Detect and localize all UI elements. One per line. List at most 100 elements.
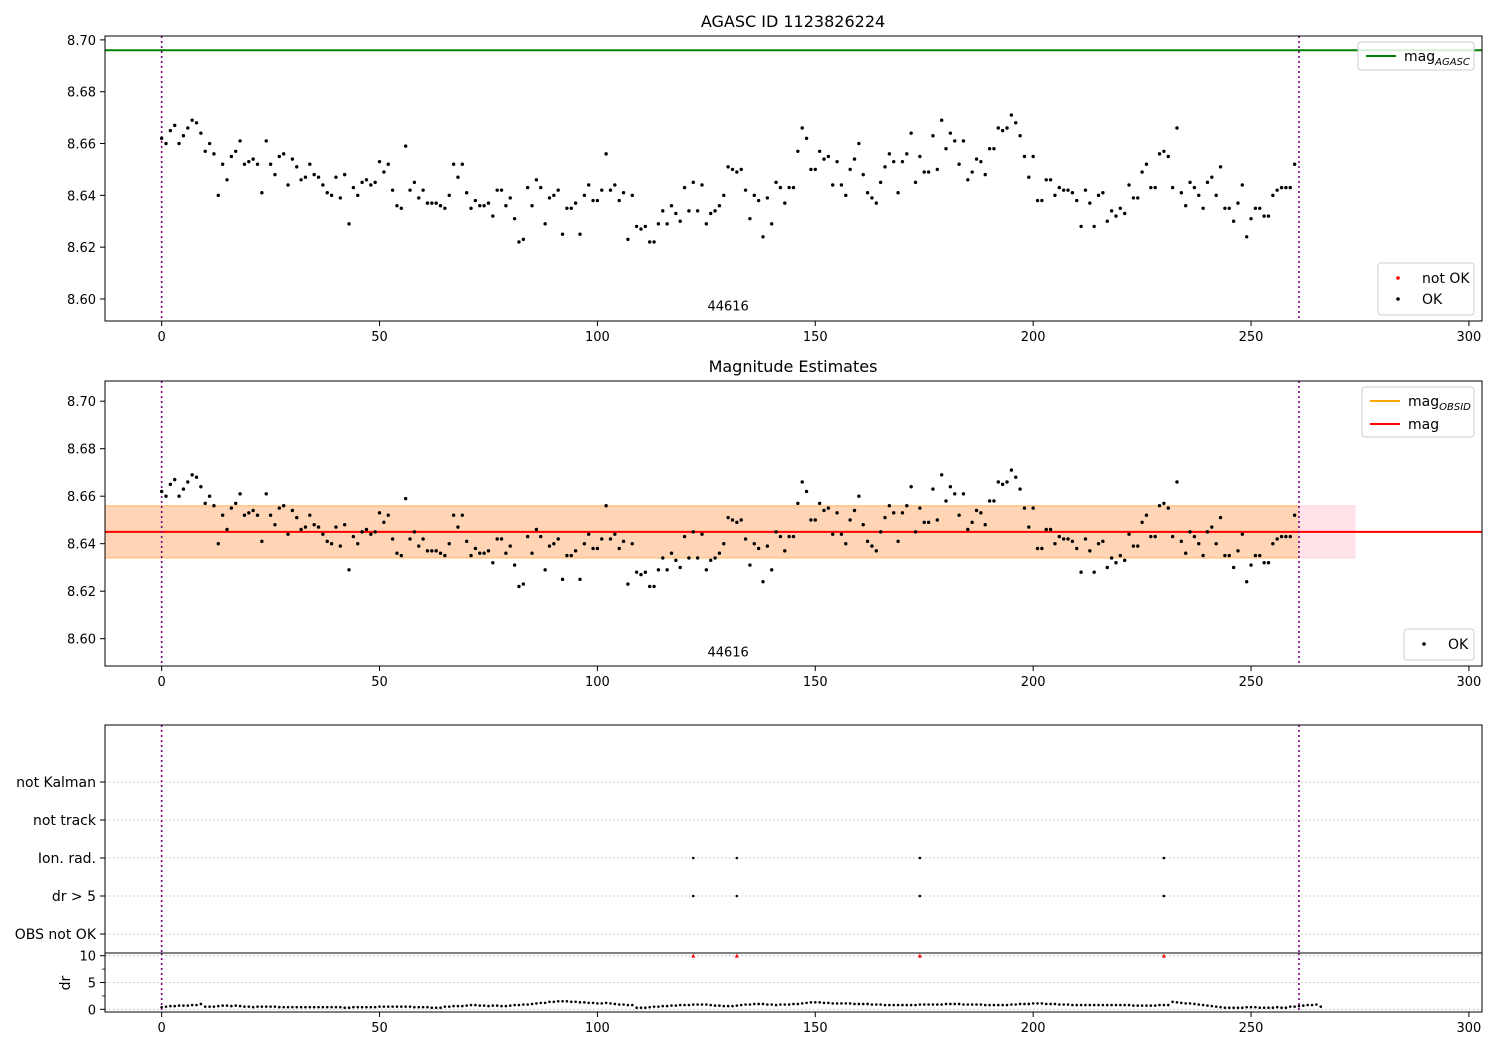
ok-point	[687, 556, 691, 560]
dr-point	[709, 1003, 713, 1007]
dr-point	[840, 1002, 843, 1005]
ok-point	[1266, 214, 1271, 218]
ok-point	[939, 473, 944, 477]
ok-point	[1083, 537, 1088, 541]
ok-point	[308, 162, 312, 166]
flag-point	[691, 856, 695, 860]
ok-point	[634, 570, 639, 574]
dr-point	[696, 1003, 699, 1006]
ok-point	[953, 492, 957, 496]
ok-point	[831, 183, 835, 187]
dr-point	[386, 1005, 390, 1008]
ok-point	[765, 544, 770, 548]
dr-point	[731, 1004, 734, 1008]
ok-point	[525, 534, 530, 539]
ok-point	[1266, 560, 1271, 565]
legend-label-base: mag	[1408, 417, 1439, 433]
dr-point	[304, 1005, 307, 1009]
ok-point	[220, 513, 225, 517]
ok-point	[1214, 541, 1218, 546]
dr-point	[787, 1003, 791, 1006]
dr-point	[835, 1002, 839, 1005]
ok-point	[334, 175, 338, 179]
dr-point	[687, 1003, 691, 1007]
ok-point	[290, 157, 295, 161]
ok-point	[796, 149, 800, 153]
ok-point	[1035, 546, 1040, 551]
ok-point	[1114, 214, 1118, 218]
ok-point	[512, 216, 517, 221]
ok-point	[1179, 191, 1184, 195]
dr-point	[452, 1004, 455, 1008]
ok-point	[386, 513, 390, 517]
ok-point	[242, 162, 247, 166]
dr-point	[1214, 1005, 1218, 1008]
dr-point	[430, 1006, 434, 1010]
dr-point	[203, 1005, 207, 1008]
ok-point	[1092, 570, 1096, 574]
dr-clipped-marker	[1161, 953, 1166, 958]
ok-point	[730, 518, 735, 522]
y-tick-label: 8.70	[67, 34, 96, 49]
ok-point	[1244, 579, 1249, 584]
dr-point	[1018, 1002, 1022, 1006]
ok-point	[286, 532, 290, 536]
y-tick-label: 8.60	[67, 633, 96, 648]
ok-point	[887, 503, 892, 508]
ok-point	[826, 506, 831, 510]
dr-point	[979, 1003, 983, 1006]
dr-point	[591, 1001, 595, 1005]
ok-point	[434, 549, 438, 553]
ok-point	[1275, 188, 1279, 192]
legend-label: mag	[1408, 417, 1439, 433]
ok-point	[321, 183, 325, 187]
ok-point	[1083, 188, 1088, 192]
dr-point	[1284, 1006, 1288, 1010]
ok-point	[643, 570, 648, 574]
ok-point	[212, 152, 216, 156]
ok-point	[865, 539, 870, 544]
ok-point	[1131, 196, 1136, 200]
ok-point	[661, 556, 665, 560]
dr-panel: dr 0 50 100 150 200 250 300 0 5 10	[58, 950, 1483, 1036]
ok-point	[887, 152, 892, 156]
plot-area	[105, 953, 1482, 1012]
dr-point	[861, 1002, 865, 1006]
ok-point	[809, 167, 813, 172]
ok-point	[582, 541, 587, 546]
ok-point	[408, 188, 412, 192]
dr-point	[160, 1005, 163, 1009]
ok-point	[966, 527, 970, 532]
dr-point	[1267, 1006, 1270, 1010]
ok-point	[364, 178, 369, 182]
ok-point	[844, 193, 848, 198]
ok-point	[752, 541, 756, 546]
dr-point	[556, 999, 560, 1003]
dr-point	[369, 1005, 373, 1009]
ok-point	[434, 201, 438, 205]
ok-point	[582, 193, 587, 198]
ok-point	[870, 544, 874, 548]
ok-point	[621, 539, 626, 544]
ok-point	[591, 198, 595, 203]
ok-point	[255, 162, 260, 166]
ok-point	[508, 544, 512, 548]
ok-point	[430, 201, 434, 205]
ok-point	[626, 582, 630, 586]
dr-point	[766, 1003, 769, 1006]
ok-point	[194, 121, 199, 125]
dr-point	[1288, 1005, 1292, 1008]
flag-category-label: not track	[33, 813, 97, 829]
dr-point	[186, 1004, 190, 1007]
ok-point	[1284, 534, 1288, 539]
ok-point	[351, 534, 356, 539]
ok-point	[1122, 558, 1127, 563]
ok-point	[1223, 553, 1227, 558]
dr-point	[1254, 1005, 1257, 1009]
dr-point	[273, 1005, 277, 1008]
ok-point	[1175, 126, 1179, 130]
dr-point	[888, 1003, 891, 1007]
ok-point	[491, 214, 495, 218]
dr-point	[670, 1004, 673, 1007]
ok-point	[948, 484, 953, 489]
